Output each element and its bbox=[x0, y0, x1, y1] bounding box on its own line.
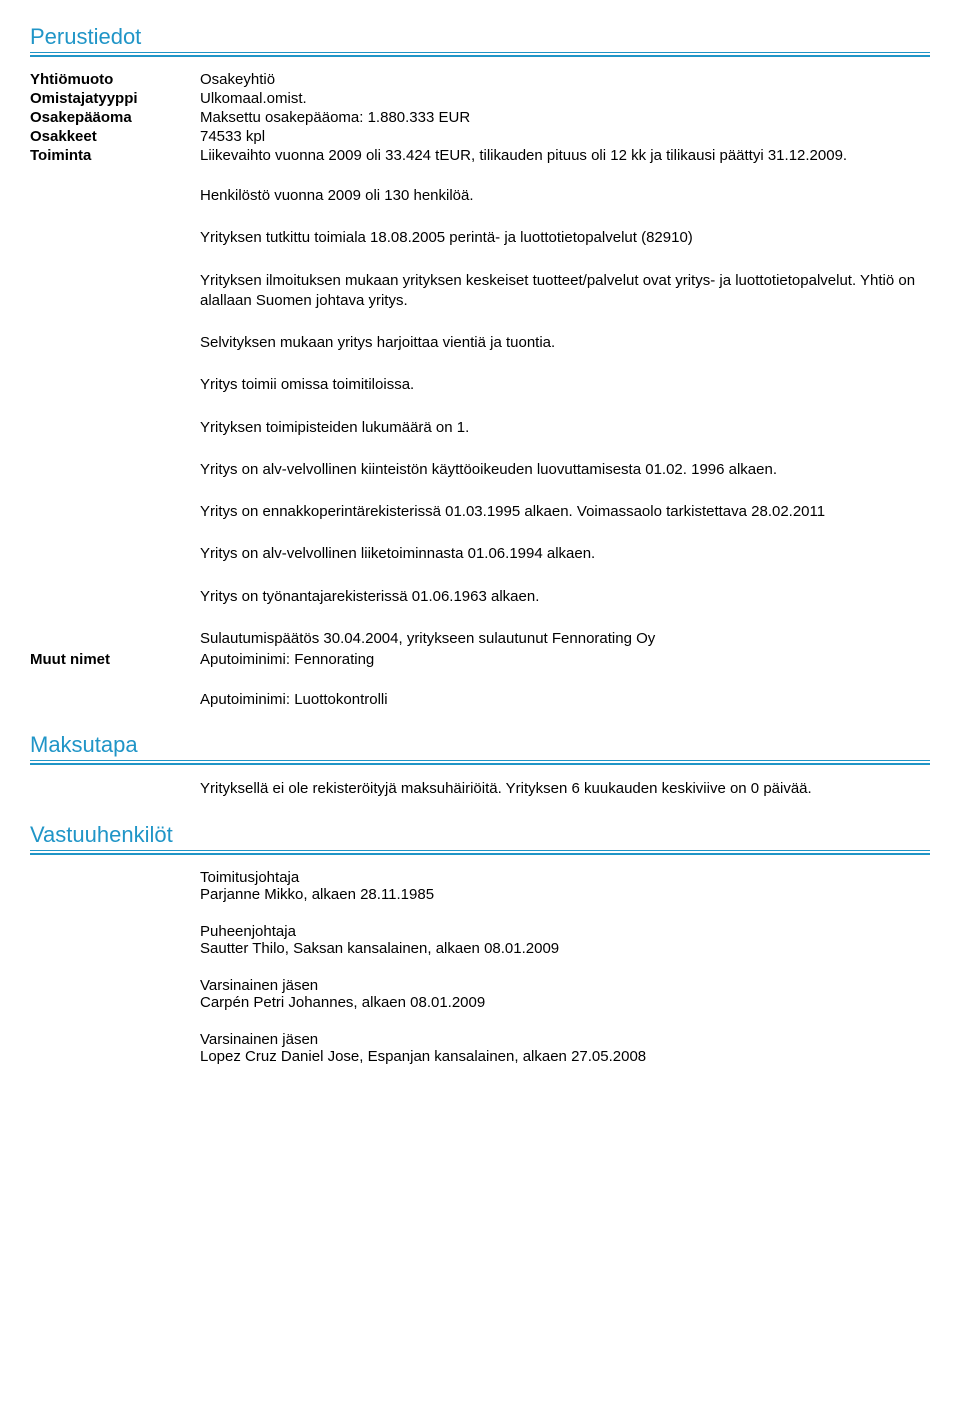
label-muut-nimet: Muut nimet bbox=[30, 651, 200, 668]
para-henkilosto: Henkilöstö vuonna 2009 oli 130 henkilöä. bbox=[200, 186, 930, 206]
person-name: Sautter Thilo, Saksan kansalainen, alkae… bbox=[200, 940, 930, 957]
heading-maksutapa: Maksutapa bbox=[30, 732, 930, 758]
person-name: Parjanne Mikko, alkaen 28.11.1985 bbox=[200, 886, 930, 903]
person-name: Lopez Cruz Daniel Jose, Espanjan kansala… bbox=[200, 1048, 930, 1065]
underline bbox=[30, 850, 930, 855]
para-ilmoitus: Yrityksen ilmoituksen mukaan yrityksen k… bbox=[200, 271, 930, 312]
para-alv-liiketoiminta: Yritys on alv-velvollinen liiketoiminnas… bbox=[200, 544, 930, 564]
para-sulautuminen: Sulautumispäätös 30.04.2004, yritykseen … bbox=[200, 629, 930, 649]
person-4: Varsinainen jäsen Lopez Cruz Daniel Jose… bbox=[200, 1031, 930, 1065]
para-maksutapa: Yrityksellä ei ole rekisteröityjä maksuh… bbox=[200, 779, 930, 799]
underline bbox=[30, 760, 930, 765]
section-maksutapa: Maksutapa Yrityksellä ei ole rekisteröit… bbox=[30, 732, 930, 799]
value-osakkeet: 74533 kpl bbox=[200, 128, 930, 145]
value-yhtiomuoto: Osakeyhtiö bbox=[200, 71, 930, 88]
section-vastuuhenkilot: Vastuuhenkilöt Toimitusjohtaja Parjanne … bbox=[30, 822, 930, 1065]
row-yhtiomuoto: Yhtiömuoto Osakeyhtiö bbox=[30, 71, 930, 88]
para-ennakkoperinta: Yritys on ennakkoperintärekisterissä 01.… bbox=[200, 502, 930, 522]
perustiedot-body: Henkilöstö vuonna 2009 oli 130 henkilöä.… bbox=[200, 186, 930, 649]
person-role: Varsinainen jäsen bbox=[200, 977, 930, 994]
label-yhtiomuoto: Yhtiömuoto bbox=[30, 71, 200, 88]
label-omistajatyyppi: Omistajatyyppi bbox=[30, 90, 200, 107]
para-toimiala: Yrityksen tutkittu toimiala 18.08.2005 p… bbox=[200, 228, 930, 248]
label-toiminta: Toiminta bbox=[30, 147, 200, 164]
label-osakepaaoma: Osakepääoma bbox=[30, 109, 200, 126]
section-perustiedot: Perustiedot Yhtiömuoto Osakeyhtiö Omista… bbox=[30, 24, 930, 710]
person-name: Carpén Petri Johannes, alkaen 08.01.2009 bbox=[200, 994, 930, 1011]
label-osakkeet: Osakkeet bbox=[30, 128, 200, 145]
person-2: Puheenjohtaja Sautter Thilo, Saksan kans… bbox=[200, 923, 930, 957]
row-omistajatyyppi: Omistajatyyppi Ulkomaal.omist. bbox=[30, 90, 930, 107]
para-toimitilat: Yritys toimii omissa toimitiloissa. bbox=[200, 375, 930, 395]
para-alv-kiinteisto: Yritys on alv-velvollinen kiinteistön kä… bbox=[200, 460, 930, 480]
row-osakepaaoma: Osakepääoma Maksettu osakepääoma: 1.880.… bbox=[30, 109, 930, 126]
person-role: Toimitusjohtaja bbox=[200, 869, 930, 886]
para-aputoiminimi2: Aputoiminimi: Luottokontrolli bbox=[200, 690, 930, 710]
value-toiminta: Liikevaihto vuonna 2009 oli 33.424 tEUR,… bbox=[200, 147, 930, 164]
value-omistajatyyppi: Ulkomaal.omist. bbox=[200, 90, 930, 107]
underline bbox=[30, 52, 930, 57]
row-toiminta: Toiminta Liikevaihto vuonna 2009 oli 33.… bbox=[30, 147, 930, 164]
muut-nimet-extra: Aputoiminimi: Luottokontrolli bbox=[200, 690, 930, 710]
row-muut-nimet: Muut nimet Aputoiminimi: Fennorating bbox=[30, 651, 930, 668]
person-1: Toimitusjohtaja Parjanne Mikko, alkaen 2… bbox=[200, 869, 930, 903]
para-toimipisteet: Yrityksen toimipisteiden lukumäärä on 1. bbox=[200, 418, 930, 438]
vastuuhenkilot-body: Toimitusjohtaja Parjanne Mikko, alkaen 2… bbox=[200, 869, 930, 1065]
value-muut-nimet: Aputoiminimi: Fennorating bbox=[200, 651, 930, 668]
heading-perustiedot: Perustiedot bbox=[30, 24, 930, 50]
value-osakepaaoma: Maksettu osakepääoma: 1.880.333 EUR bbox=[200, 109, 930, 126]
para-selvitys: Selvityksen mukaan yritys harjoittaa vie… bbox=[200, 333, 930, 353]
row-osakkeet: Osakkeet 74533 kpl bbox=[30, 128, 930, 145]
person-3: Varsinainen jäsen Carpén Petri Johannes,… bbox=[200, 977, 930, 1011]
person-role: Varsinainen jäsen bbox=[200, 1031, 930, 1048]
person-role: Puheenjohtaja bbox=[200, 923, 930, 940]
para-tyonantaja: Yritys on työnantajarekisterissä 01.06.1… bbox=[200, 587, 930, 607]
heading-vastuuhenkilot: Vastuuhenkilöt bbox=[30, 822, 930, 848]
maksutapa-body: Yrityksellä ei ole rekisteröityjä maksuh… bbox=[200, 779, 930, 799]
